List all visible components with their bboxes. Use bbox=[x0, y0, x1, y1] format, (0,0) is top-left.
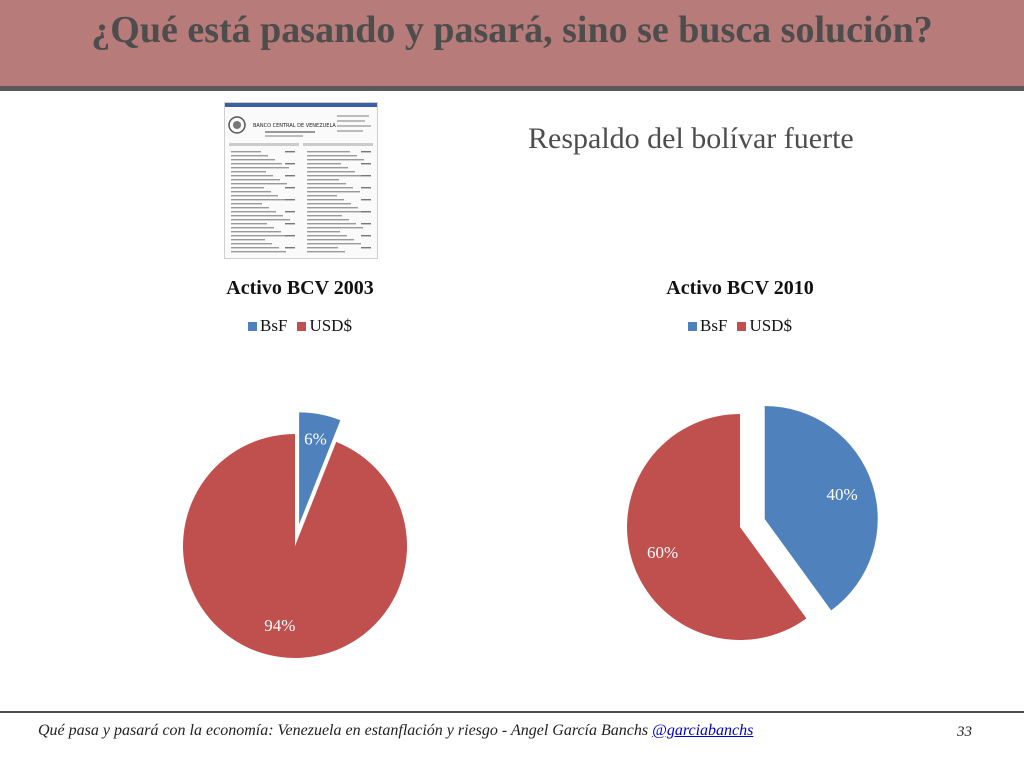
footer-divider bbox=[0, 711, 1024, 713]
legend-swatch-usd bbox=[737, 321, 747, 331]
twitter-handle-link[interactable]: @garciabanchs bbox=[652, 722, 754, 739]
legend-label-usd: USD$ bbox=[309, 316, 352, 335]
legend-label-usd: USD$ bbox=[749, 316, 792, 335]
pie-slice-2010-usd bbox=[627, 414, 807, 640]
legend-swatch-usd bbox=[297, 321, 307, 331]
pie-slice-2003-bsf bbox=[299, 412, 341, 525]
page-number: 33 bbox=[957, 724, 972, 740]
legend-item-bsf: BsF bbox=[688, 316, 727, 336]
legend-swatch-bsf bbox=[248, 321, 258, 331]
balance-sheet-thumbnail: BANCO CENTRAL DE VENEZUELA bbox=[224, 102, 378, 259]
slide-title: ¿Qué está pasando y pasará, sino se busc… bbox=[91, 9, 933, 51]
legend-item-usd: USD$ bbox=[737, 316, 792, 336]
chart-2003-title: Activo BCV 2003 bbox=[226, 277, 374, 299]
pie-slice-2003-usd bbox=[183, 434, 408, 658]
legend-label-bsf: BsF bbox=[260, 316, 288, 335]
legend-label-bsf: BsF bbox=[700, 316, 728, 335]
chart-2010-title: Activo BCV 2010 bbox=[666, 277, 814, 299]
balance-sheet-document-icon: BANCO CENTRAL DE VENEZUELA bbox=[225, 103, 377, 258]
pie-data-label-2003-bsf: 6% bbox=[304, 430, 327, 449]
pie-slice-2010-bsf bbox=[764, 405, 878, 611]
header-bar bbox=[0, 0, 1024, 86]
thumbnail-heading: BANCO CENTRAL DE VENEZUELA bbox=[253, 123, 336, 129]
pie-data-label-2010-usd: 60% bbox=[647, 543, 678, 562]
footer-text: Qué pasa y pasará con la economía: Venez… bbox=[38, 722, 653, 739]
footer-citation: Qué pasa y pasará con la economía: Venez… bbox=[38, 722, 753, 740]
pie-data-label-2010-bsf: 40% bbox=[827, 485, 858, 504]
chart-2003-legend: BsF USD$ bbox=[150, 316, 450, 336]
slide-subtitle: Respaldo del bolívar fuerte bbox=[528, 122, 854, 155]
header-divider bbox=[0, 86, 1024, 91]
pie-data-label-2003-usd: 94% bbox=[264, 616, 295, 635]
chart-2010-legend: BsF USD$ bbox=[590, 316, 890, 336]
legend-item-usd: USD$ bbox=[297, 316, 352, 336]
legend-item-bsf: BsF bbox=[248, 316, 287, 336]
legend-swatch-bsf bbox=[688, 321, 698, 331]
